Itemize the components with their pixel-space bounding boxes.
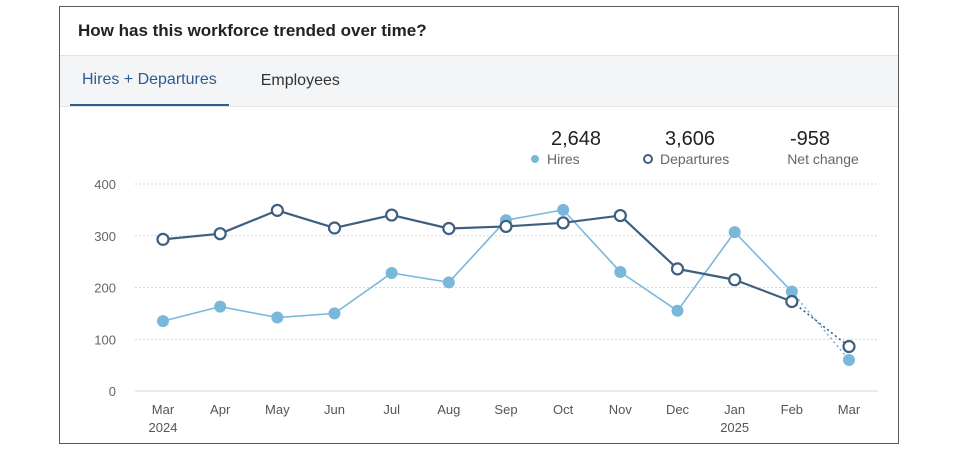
hires-point: [671, 304, 684, 317]
hires-legend-label: Hires: [547, 151, 580, 167]
hires-point: [614, 265, 627, 278]
hires-point: [157, 315, 169, 328]
hires-point: [328, 307, 341, 320]
hires-point: [557, 203, 570, 216]
hires-point: [843, 353, 855, 366]
hires-projected-segment: [791, 291, 850, 361]
departures-point: [270, 203, 284, 217]
x-tick-label: Sep: [494, 402, 517, 417]
x-tick-label: Oct: [553, 402, 574, 417]
y-tick-label: 400: [94, 177, 116, 192]
workforce-trend-card: How has this workforce trended over time…: [59, 6, 899, 444]
tab-employees[interactable]: Employees: [260, 72, 340, 89]
hires-point: [785, 285, 798, 298]
x-tick-label: Nov: [609, 402, 633, 417]
departures-point: [442, 221, 456, 236]
card-header: How has this workforce trended over time…: [60, 7, 898, 56]
y-tick-label: 100: [94, 332, 116, 347]
departures-point: [842, 339, 856, 354]
x-tick-year-label: 2025: [720, 420, 749, 435]
hires-point: [214, 300, 227, 313]
departures-total-value: 3,606: [665, 128, 715, 150]
departures-point: [213, 227, 227, 241]
departures-line: [162, 209, 793, 303]
departures-legend-label: Departures: [660, 151, 729, 167]
hires-point: [442, 276, 455, 289]
x-tick-year-label: 2024: [149, 420, 178, 435]
y-tick-label: 0: [109, 384, 116, 399]
hires-total-value: 2,648: [551, 128, 601, 150]
departures-point: [499, 219, 513, 234]
departures-point: [385, 208, 399, 222]
x-tick-label: Feb: [781, 402, 803, 417]
x-tick-label: May: [265, 402, 290, 417]
departures-point: [327, 221, 342, 235]
hires-point: [271, 311, 284, 324]
x-tick-label: Apr: [210, 402, 231, 417]
y-tick-label: 200: [94, 281, 116, 296]
departures-point: [613, 208, 627, 223]
tab-hires-departures[interactable]: Hires + Departures: [70, 56, 229, 106]
hires-legend-marker: [531, 155, 539, 163]
net-change-label: Net change: [787, 151, 859, 167]
hires-point: [728, 226, 741, 239]
hires-point: [385, 267, 398, 280]
x-tick-label: Aug: [437, 402, 460, 417]
x-tick-label: Jun: [324, 402, 345, 417]
x-tick-label: Mar: [838, 402, 861, 417]
x-tick-label: Jul: [383, 402, 400, 417]
card-title: How has this workforce trended over time…: [78, 21, 427, 40]
departures-legend-marker: [643, 154, 653, 164]
tab-bar: Hires + Departures Employees: [60, 56, 898, 107]
x-tick-label: Dec: [666, 402, 690, 417]
departures-point: [785, 294, 799, 309]
departures-point: [670, 262, 685, 276]
x-tick-label: Jan: [724, 402, 745, 417]
departures-point: [556, 216, 570, 230]
hires-line: [162, 209, 793, 322]
departures-projected-segment: [791, 300, 850, 348]
departures-point: [156, 232, 170, 246]
x-tick-label: Mar: [152, 402, 175, 417]
departures-point: [728, 273, 742, 287]
net-change-value: -958: [790, 128, 830, 150]
y-tick-label: 300: [94, 229, 116, 244]
